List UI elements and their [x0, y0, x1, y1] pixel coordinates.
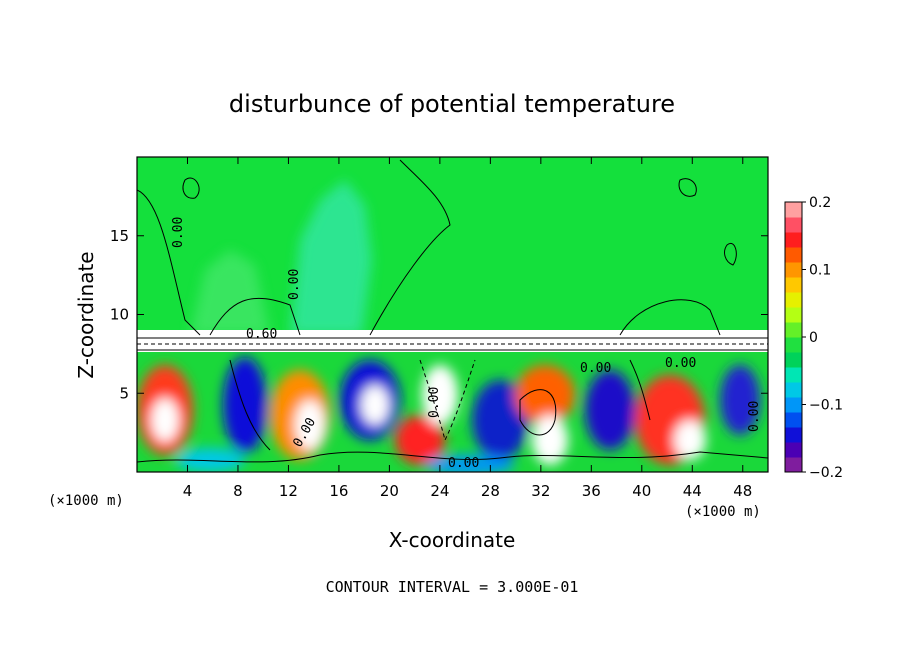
colorbar-tick-label: −0.1 — [809, 398, 843, 414]
x-tick-label: 40 — [632, 482, 651, 500]
y-axis: 5 10 15 — [110, 227, 768, 402]
x-tick-label: 16 — [329, 482, 348, 500]
colorbar-tick-label: 0.1 — [809, 263, 831, 279]
x-tick-label: 36 — [582, 482, 601, 500]
contour-label: 0.00 — [580, 361, 611, 376]
cool-plume — [290, 180, 372, 335]
colorbar-swatch — [785, 247, 802, 263]
colorbar-swatch — [785, 232, 802, 248]
y-tick-label: 15 — [110, 227, 129, 245]
x-tick-label: 20 — [380, 482, 399, 500]
contour-label: 0.00 — [287, 269, 302, 300]
contour-label: 0.00 — [171, 217, 186, 248]
colorbar-swatch — [785, 442, 802, 458]
colorbar-swatch — [785, 427, 802, 443]
colorbar-swatch — [785, 322, 802, 338]
colorbar-swatch — [785, 337, 802, 353]
turbulent-blobs — [137, 357, 760, 472]
contour-lines — [137, 159, 768, 463]
colorbar-swatch — [785, 352, 802, 368]
chart-title: disturbunce of potential temperature — [229, 90, 675, 118]
colorbar-swatch — [785, 382, 802, 398]
colorbar-swatch — [785, 412, 802, 428]
x-tick-label: 8 — [233, 482, 243, 500]
x-unit-label: (×1000 m) — [48, 493, 124, 509]
colorbar-swatch — [785, 457, 802, 473]
x-tick-label: 44 — [683, 482, 702, 500]
colorbar-tick-label: −0.2 — [809, 465, 843, 481]
x-tick-label: 28 — [481, 482, 500, 500]
y-tick-label: 10 — [110, 306, 129, 324]
y-axis-label: Z-coordinate — [74, 251, 98, 378]
colorbar-swatch — [785, 367, 802, 383]
x-axis-label: X-coordinate — [389, 528, 516, 552]
plot-area — [137, 157, 768, 472]
colorbar-swatch — [785, 262, 802, 278]
x-tick-label: 24 — [430, 482, 449, 500]
contour-label: 0.60 — [246, 327, 277, 342]
inversion-band — [137, 330, 768, 352]
colorbar-tick-label: 0 — [809, 330, 818, 346]
colorbar-swatch — [785, 397, 802, 413]
colorbar-swatch — [785, 292, 802, 308]
z-unit-label: (×1000 m) — [685, 504, 761, 520]
x-tick-label: 12 — [279, 482, 298, 500]
contour-interval: CONTOUR INTERVAL = 3.000E-01 — [326, 578, 579, 596]
colorbar-swatch — [785, 277, 802, 293]
colorbar: 0.2 0.1 0 −0.1 −0.2 — [784, 195, 843, 481]
contour-label: 0.00 — [448, 456, 479, 471]
contour-label: 0.00 — [747, 401, 762, 432]
colorbar-swatch — [785, 217, 802, 233]
x-axis: 4 8 12 16 20 24 28 32 36 40 44 48 — [183, 157, 752, 500]
colorbar-swatch — [785, 307, 802, 323]
y-tick-label: 5 — [119, 384, 129, 402]
cool-plume-2 — [190, 250, 270, 335]
colorbar-tick-label: 0.2 — [809, 195, 831, 211]
colorbar-swatch — [785, 202, 802, 218]
x-tick-label: 32 — [531, 482, 550, 500]
contour-label: 0.00 — [665, 356, 696, 371]
contour-label: 0.00 — [427, 387, 442, 418]
x-tick-label: 48 — [733, 482, 752, 500]
x-tick-label: 4 — [183, 482, 193, 500]
